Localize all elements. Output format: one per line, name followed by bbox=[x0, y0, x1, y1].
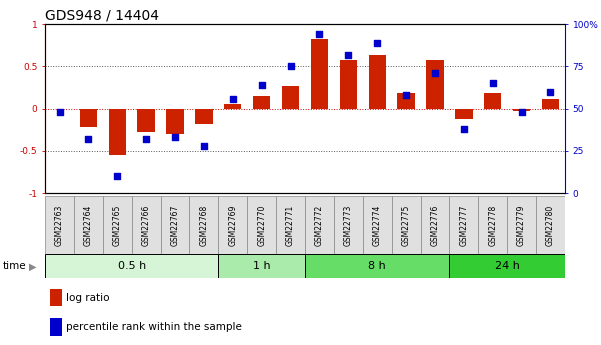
Point bbox=[546, 89, 555, 95]
Text: percentile rank within the sample: percentile rank within the sample bbox=[66, 322, 242, 332]
Bar bbox=[195, 109, 213, 124]
Bar bbox=[513, 109, 530, 111]
Bar bbox=[80, 109, 97, 127]
Text: GSM22768: GSM22768 bbox=[200, 204, 209, 246]
Point bbox=[170, 135, 180, 140]
Text: GSM22766: GSM22766 bbox=[142, 204, 151, 246]
Bar bbox=[305, 254, 450, 278]
Text: time: time bbox=[3, 262, 26, 271]
Bar bbox=[450, 196, 478, 254]
Point bbox=[430, 70, 440, 76]
Bar bbox=[368, 55, 386, 109]
Bar bbox=[392, 196, 421, 254]
Point bbox=[257, 82, 266, 88]
Bar bbox=[282, 86, 299, 109]
Text: GSM22767: GSM22767 bbox=[171, 204, 180, 246]
Bar bbox=[109, 109, 126, 155]
Bar bbox=[478, 196, 507, 254]
Point bbox=[55, 109, 64, 115]
Bar bbox=[50, 318, 62, 336]
Bar bbox=[166, 109, 184, 134]
Point bbox=[228, 96, 237, 101]
Text: GSM22777: GSM22777 bbox=[459, 204, 468, 246]
Point bbox=[373, 40, 382, 46]
Bar bbox=[311, 39, 328, 109]
Text: GDS948 / 14404: GDS948 / 14404 bbox=[45, 9, 159, 23]
Text: 0.5 h: 0.5 h bbox=[118, 261, 146, 270]
Text: ▶: ▶ bbox=[29, 262, 36, 271]
Point bbox=[488, 80, 498, 86]
Point bbox=[517, 109, 526, 115]
Bar bbox=[103, 196, 132, 254]
Text: GSM22764: GSM22764 bbox=[84, 204, 93, 246]
Text: GSM22765: GSM22765 bbox=[113, 204, 122, 246]
Text: GSM22774: GSM22774 bbox=[373, 204, 382, 246]
Bar bbox=[218, 196, 247, 254]
Text: GSM22769: GSM22769 bbox=[228, 204, 237, 246]
Bar bbox=[455, 109, 472, 119]
Text: 1 h: 1 h bbox=[253, 261, 270, 270]
Point bbox=[401, 92, 411, 98]
Bar bbox=[334, 196, 363, 254]
Point bbox=[141, 136, 151, 142]
Point bbox=[315, 31, 325, 37]
Bar bbox=[421, 196, 450, 254]
Bar bbox=[450, 254, 565, 278]
Bar bbox=[45, 254, 218, 278]
Text: GSM22776: GSM22776 bbox=[430, 204, 439, 246]
Point bbox=[459, 126, 469, 132]
Text: GSM22773: GSM22773 bbox=[344, 204, 353, 246]
Bar bbox=[536, 196, 565, 254]
Bar bbox=[50, 289, 62, 306]
Bar bbox=[224, 105, 242, 109]
Text: GSM22780: GSM22780 bbox=[546, 204, 555, 246]
Point bbox=[112, 174, 122, 179]
Point bbox=[344, 52, 353, 57]
Bar bbox=[74, 196, 103, 254]
Bar bbox=[247, 196, 276, 254]
Bar bbox=[397, 93, 415, 109]
Text: GSM22763: GSM22763 bbox=[55, 204, 64, 246]
Bar bbox=[340, 60, 357, 109]
Point bbox=[199, 143, 209, 149]
Text: 8 h: 8 h bbox=[368, 261, 386, 270]
Bar bbox=[253, 96, 270, 109]
Bar bbox=[218, 254, 305, 278]
Text: log ratio: log ratio bbox=[66, 293, 109, 303]
Point bbox=[285, 63, 295, 69]
Text: GSM22770: GSM22770 bbox=[257, 204, 266, 246]
Bar bbox=[45, 196, 74, 254]
Text: 24 h: 24 h bbox=[495, 261, 520, 270]
Text: GSM22771: GSM22771 bbox=[286, 204, 295, 246]
Bar bbox=[160, 196, 189, 254]
Text: GSM22778: GSM22778 bbox=[488, 204, 497, 246]
Point bbox=[84, 136, 93, 142]
Bar bbox=[305, 196, 334, 254]
Bar bbox=[276, 196, 305, 254]
Bar bbox=[484, 93, 501, 109]
Bar bbox=[138, 109, 155, 132]
Bar bbox=[507, 196, 536, 254]
Text: GSM22775: GSM22775 bbox=[401, 204, 410, 246]
Bar bbox=[363, 196, 392, 254]
Text: GSM22772: GSM22772 bbox=[315, 204, 324, 246]
Bar bbox=[542, 99, 559, 109]
Bar bbox=[426, 60, 444, 109]
Bar bbox=[189, 196, 218, 254]
Bar bbox=[132, 196, 160, 254]
Text: GSM22779: GSM22779 bbox=[517, 204, 526, 246]
